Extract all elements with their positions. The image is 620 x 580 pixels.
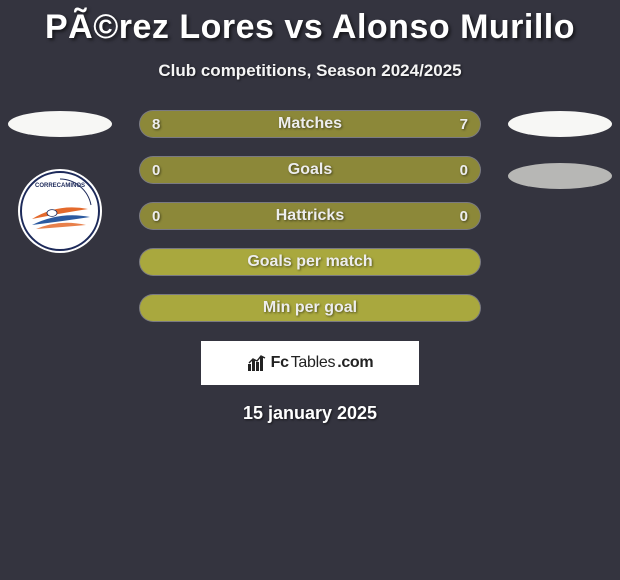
stat-right-value: 0 xyxy=(460,162,468,179)
brand-text-fc: Fc xyxy=(271,354,289,372)
stat-pill-matches: 8 Matches 7 xyxy=(140,111,480,137)
stat-left-value: 0 xyxy=(152,162,160,179)
brand-text-dotcom: .com xyxy=(337,354,373,372)
comparison-panel: CORRECAMINOS 8 Matches 7 0 Goals 0 0 Hat… xyxy=(0,111,620,424)
stat-left-value: 8 xyxy=(152,116,160,133)
stat-pill-min-per-goal: Min per goal xyxy=(140,295,480,321)
stat-label: Goals per match xyxy=(247,253,372,271)
stat-pill-hattricks: 0 Hattricks 0 xyxy=(140,203,480,229)
right-team-oval xyxy=(508,111,612,137)
stat-label: Hattricks xyxy=(276,207,344,225)
svg-text:CORRECAMINOS: CORRECAMINOS xyxy=(35,183,85,189)
stat-right-value: 0 xyxy=(460,208,468,225)
left-team-oval xyxy=(8,111,112,137)
right-team-oval-secondary xyxy=(508,163,612,189)
stat-label: Matches xyxy=(278,115,342,133)
stat-pill-goals-per-match: Goals per match xyxy=(140,249,480,275)
stat-pill-goals: 0 Goals 0 xyxy=(140,157,480,183)
brand-label: FcTables.com xyxy=(247,354,374,372)
stat-left-value: 0 xyxy=(152,208,160,225)
page-title: PÃ©rez Lores vs Alonso Murillo xyxy=(0,0,620,47)
brand-bars-icon xyxy=(247,354,269,372)
snapshot-date: 15 january 2025 xyxy=(0,403,620,424)
page-subtitle: Club competitions, Season 2024/2025 xyxy=(0,61,620,81)
stat-right-value: 7 xyxy=(460,116,468,133)
brand-box: FcTables.com xyxy=(201,341,419,385)
stat-label: Goals xyxy=(288,161,332,179)
stat-label: Min per goal xyxy=(263,299,357,317)
team-crest-icon: CORRECAMINOS xyxy=(18,169,102,253)
left-team-badge: CORRECAMINOS xyxy=(18,169,102,253)
brand-text-tables: Tables xyxy=(291,354,335,372)
stat-pill-list: 8 Matches 7 0 Goals 0 0 Hattricks 0 Goal… xyxy=(140,111,480,321)
